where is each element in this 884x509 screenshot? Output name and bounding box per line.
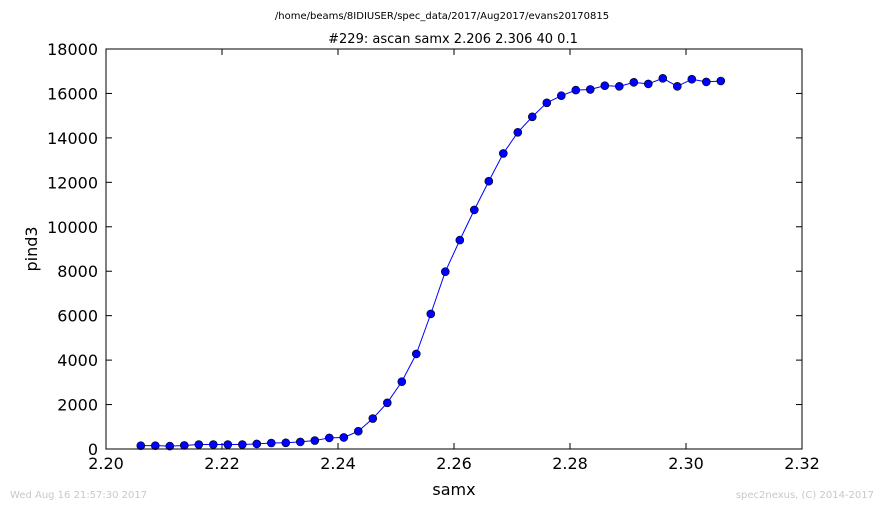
data-point bbox=[368, 414, 378, 423]
data-point bbox=[397, 377, 407, 386]
data-point bbox=[542, 98, 552, 108]
series-line bbox=[140, 77, 721, 447]
y-tick-label: 12000 bbox=[47, 173, 98, 192]
data-point bbox=[180, 441, 189, 450]
data-point bbox=[585, 85, 595, 94]
data-point bbox=[295, 437, 305, 447]
data-point bbox=[687, 74, 697, 84]
y-tick-label: 10000 bbox=[47, 218, 98, 237]
data-point bbox=[411, 349, 421, 359]
data-point bbox=[716, 76, 726, 86]
data-point bbox=[672, 82, 682, 91]
x-axis-ticks: 2.20 2.22 2.24 2.26 2.28 2.30 2.32 bbox=[88, 49, 820, 473]
data-point bbox=[281, 438, 291, 448]
data-point bbox=[484, 176, 494, 186]
x-tick-label: 2.26 bbox=[436, 454, 472, 473]
data-point bbox=[701, 77, 711, 87]
x-tick-label: 2.28 bbox=[552, 454, 588, 473]
x-tick-label: 2.32 bbox=[784, 454, 820, 473]
data-point bbox=[556, 91, 566, 100]
y-tick-label: 18000 bbox=[47, 40, 98, 59]
data-point bbox=[310, 436, 320, 445]
data-point bbox=[600, 81, 610, 90]
data-point bbox=[469, 205, 479, 215]
series-group bbox=[136, 74, 726, 451]
y-tick-label: 8000 bbox=[57, 262, 98, 281]
data-point bbox=[614, 82, 624, 91]
data-point bbox=[527, 112, 537, 122]
x-tick-label: 2.30 bbox=[668, 454, 704, 473]
footer-credit: spec2nexus, (C) 2014-2017 bbox=[735, 490, 874, 501]
y-tick-label: 16000 bbox=[47, 84, 98, 103]
data-point bbox=[353, 426, 363, 436]
y-tick-label: 6000 bbox=[57, 307, 98, 326]
data-point bbox=[440, 267, 450, 276]
x-axis-label: samx bbox=[432, 480, 475, 499]
data-point bbox=[209, 440, 218, 449]
data-point bbox=[266, 438, 276, 448]
data-point bbox=[629, 78, 639, 87]
data-point bbox=[643, 79, 653, 89]
data-point bbox=[252, 439, 262, 449]
y-tick-label: 0 bbox=[88, 440, 98, 459]
plot-area bbox=[105, 48, 803, 450]
chart-suptitle: /home/beams/8IDIUSER/spec_data/2017/Aug2… bbox=[275, 11, 609, 22]
chart-title: #229: ascan samx 2.206 2.306 40 0.1 bbox=[328, 32, 578, 47]
data-point bbox=[136, 441, 146, 450]
x-tick-label: 2.24 bbox=[320, 454, 356, 473]
data-point bbox=[513, 128, 523, 137]
y-axis-ticks: 0 2000 4000 6000 8000 10000 12000 14000 16000 180… bbox=[47, 40, 802, 459]
data-point bbox=[238, 440, 247, 449]
data-point bbox=[455, 235, 465, 245]
y-tick-label: 2000 bbox=[57, 396, 98, 415]
footer-timestamp: Wed Aug 16 21:57:30 2017 bbox=[10, 490, 148, 501]
data-point bbox=[382, 398, 392, 408]
data-point bbox=[571, 85, 581, 95]
data-point bbox=[658, 74, 668, 83]
data-point bbox=[324, 433, 334, 443]
x-tick-label: 2.22 bbox=[204, 454, 240, 473]
x-tick-label: 2.20 bbox=[88, 454, 124, 473]
data-point bbox=[426, 309, 436, 319]
data-point bbox=[165, 441, 175, 451]
y-tick-label: 4000 bbox=[57, 351, 98, 370]
data-point bbox=[194, 440, 204, 449]
data-point bbox=[339, 433, 349, 442]
y-tick-label: 14000 bbox=[47, 129, 98, 148]
data-point bbox=[498, 149, 508, 158]
data-point bbox=[223, 440, 233, 449]
data-point bbox=[151, 441, 160, 450]
y-axis-label: pind3 bbox=[22, 226, 41, 271]
